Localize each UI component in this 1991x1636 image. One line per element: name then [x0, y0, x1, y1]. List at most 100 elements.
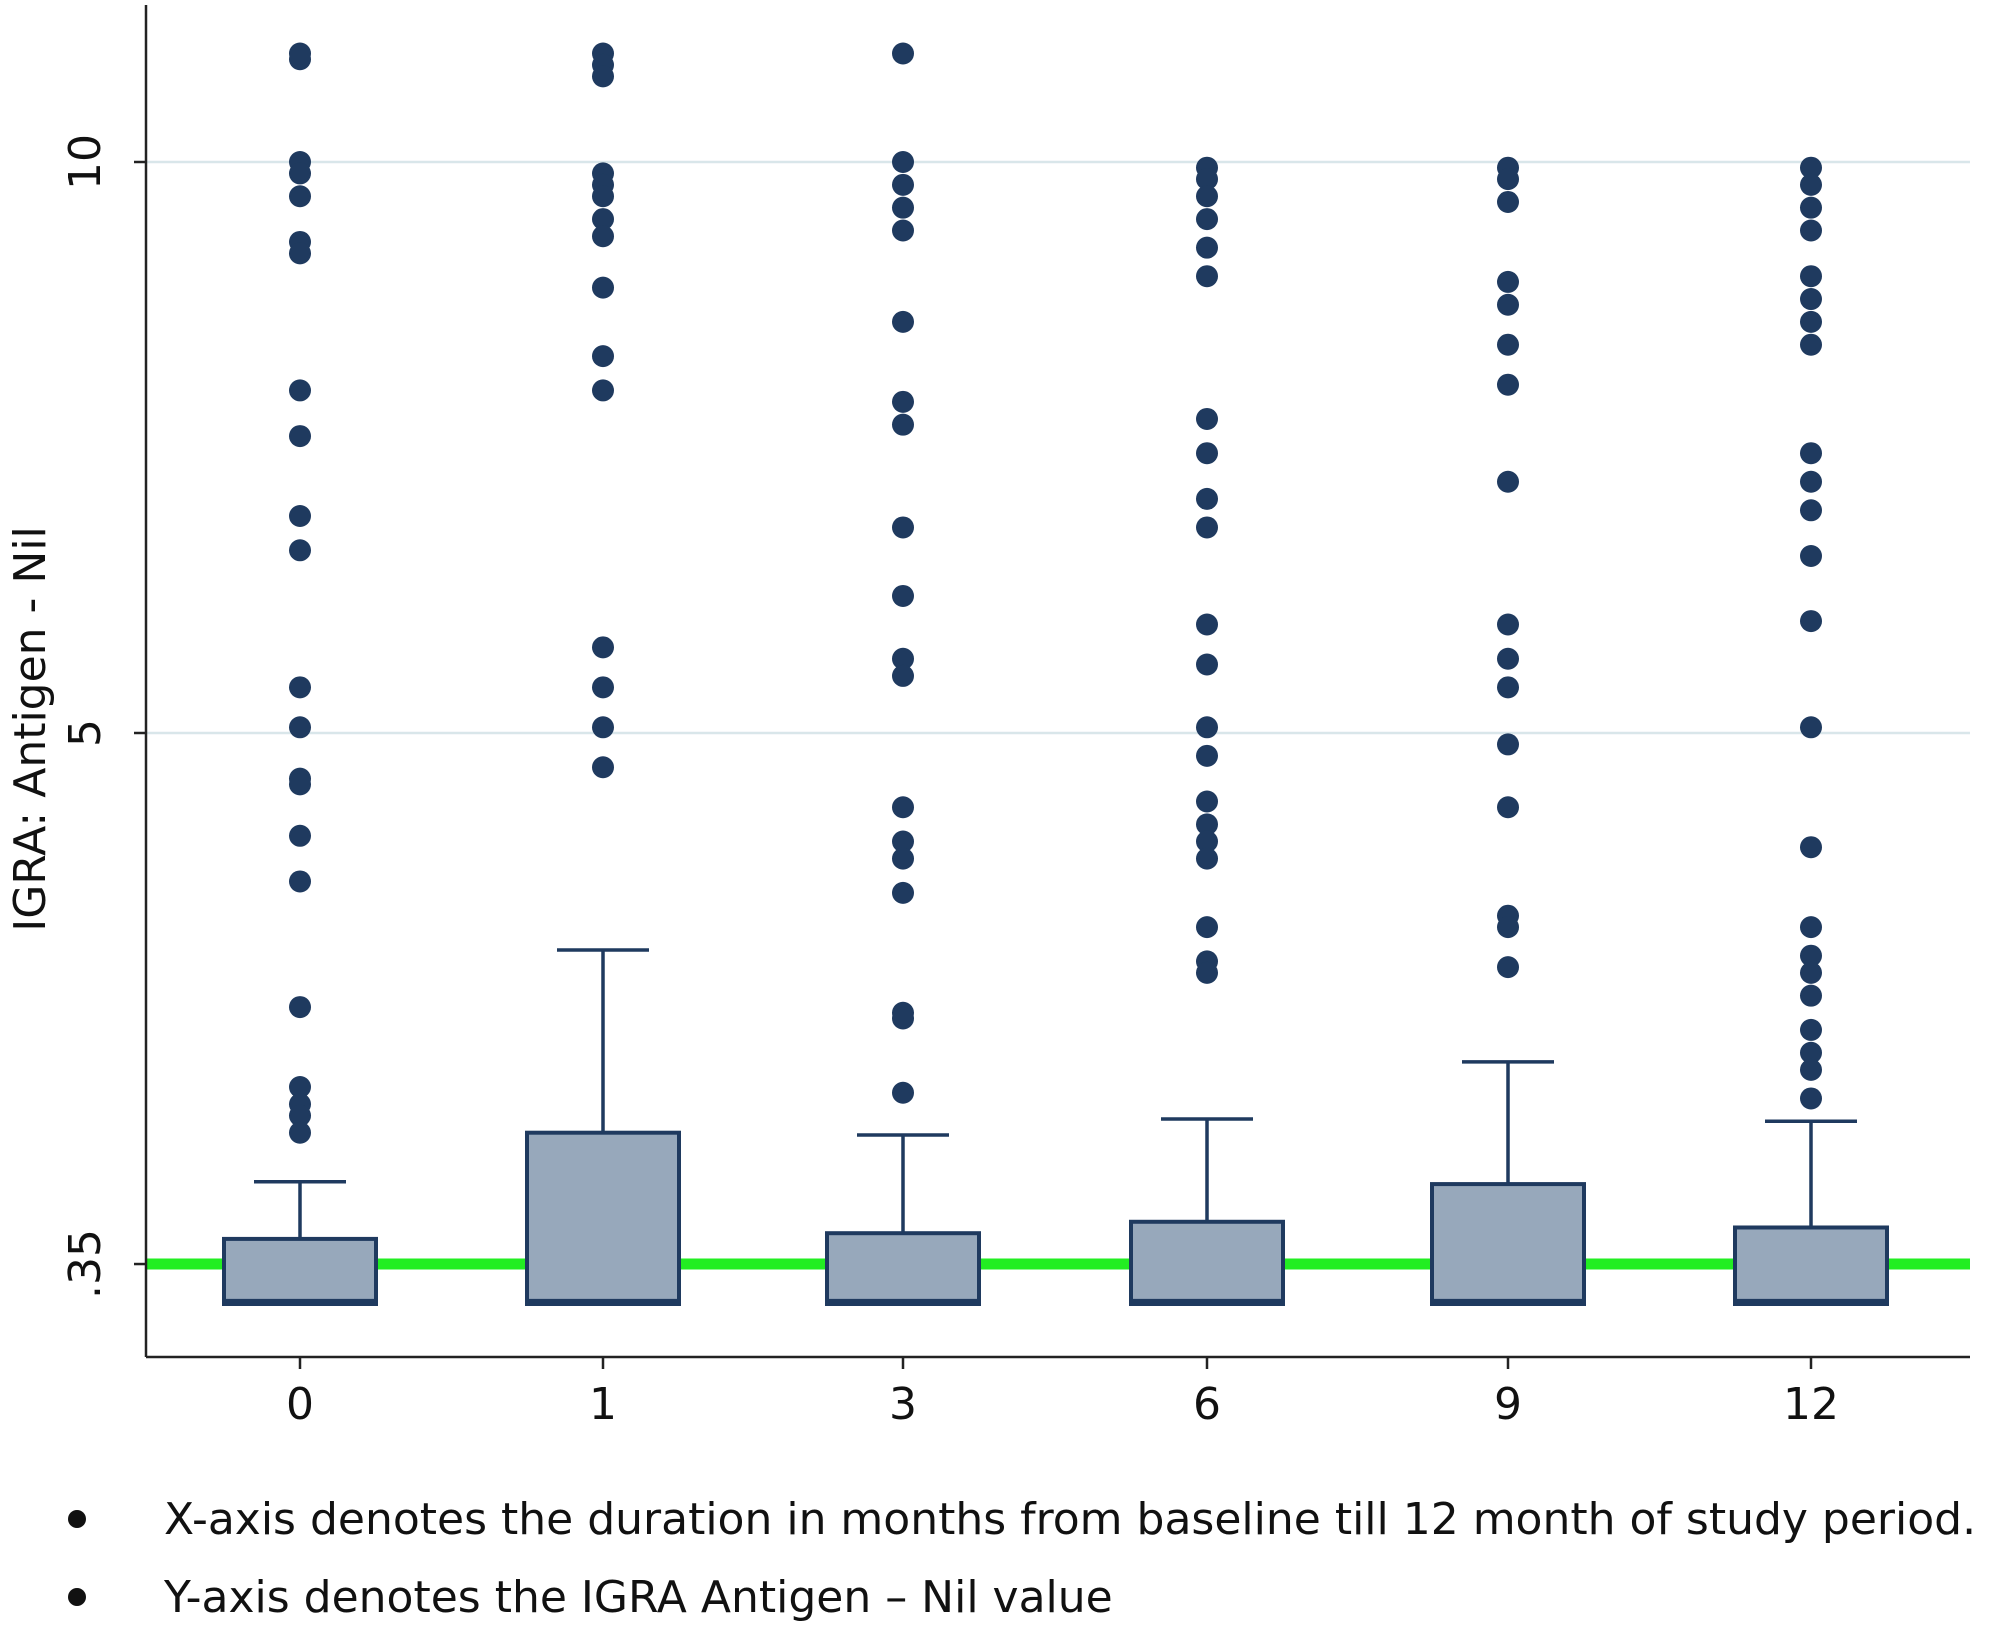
- outlier-point: [892, 196, 914, 219]
- outlier-point: [592, 636, 614, 659]
- box-iqr: [1129, 1219, 1285, 1306]
- outlier-point: [1196, 961, 1218, 984]
- outlier-point: [1800, 265, 1822, 288]
- x-tick-label: 6: [1193, 1379, 1221, 1430]
- outlier-point: [289, 539, 311, 562]
- outlier-point: [289, 773, 311, 796]
- outlier-point: [289, 42, 311, 65]
- outlier-point: [1800, 836, 1822, 859]
- outlier-point: [289, 242, 311, 265]
- outlier-point: [289, 1121, 311, 1144]
- outlier-point: [1800, 544, 1822, 567]
- outlier-point: [289, 379, 311, 402]
- outlier-point: [892, 310, 914, 333]
- outlier-point: [1196, 813, 1218, 836]
- footnote-text-x-axis: X-axis denotes the duration in months fr…: [164, 1493, 1977, 1545]
- outlier-point: [592, 379, 614, 402]
- outlier-point: [892, 413, 914, 436]
- footnote-item: Y-axis denotes the IGRA Antigen – Nil va…: [68, 1558, 1978, 1636]
- outlier-point: [289, 1104, 311, 1127]
- outlier-point: [1800, 196, 1822, 219]
- outlier-point: [592, 756, 614, 779]
- outlier-point: [289, 996, 311, 1019]
- outlier-point: [1196, 613, 1218, 636]
- outlier-point: [1196, 744, 1218, 767]
- outlier-point: [1196, 830, 1218, 853]
- outlier-point: [1800, 156, 1822, 179]
- outlier-point: [289, 185, 311, 208]
- x-tick-label: 12: [1783, 1379, 1839, 1430]
- outlier-point: [1800, 1087, 1822, 1110]
- outlier-point: [892, 390, 914, 413]
- outlier-point: [892, 516, 914, 539]
- outlier-point: [1497, 373, 1519, 396]
- outlier-point: [1196, 185, 1218, 208]
- outlier-point: [1196, 653, 1218, 676]
- outlier-point: [1497, 333, 1519, 356]
- outlier-point: [289, 425, 311, 448]
- box-iqr: [1733, 1225, 1889, 1306]
- axes: [144, 5, 1970, 1359]
- outlier-point: [289, 824, 311, 847]
- outlier-point: [1196, 265, 1218, 288]
- footnote-text-y-axis: Y-axis denotes the IGRA Antigen – Nil va…: [164, 1571, 1113, 1623]
- outlier-point: [289, 162, 311, 185]
- y-tick-label: 5: [60, 719, 111, 747]
- x-tick-label: 9: [1494, 1379, 1522, 1430]
- outlier-point: [592, 65, 614, 88]
- outlier-point: [1196, 487, 1218, 510]
- outlier-point: [1497, 796, 1519, 819]
- chart-area: .35 5 10 0 1 3 6 9 12 IGRA: Antigen - Nil: [5, 5, 1970, 1430]
- outlier-point: [1497, 676, 1519, 699]
- y-tick-label: .35: [60, 1229, 111, 1299]
- outlier-point: [1497, 613, 1519, 636]
- footnotes: X-axis denotes the duration in months fr…: [68, 1480, 1978, 1636]
- outlier-point: [1196, 208, 1218, 231]
- outlier-point: [892, 584, 914, 607]
- outlier-point: [289, 505, 311, 528]
- box-plot-chart: .35 5 10 0 1 3 6 9 12 IGRA: Antigen - Nil: [5, 5, 1970, 1430]
- outlier-point: [592, 225, 614, 248]
- outlier-point: [592, 716, 614, 739]
- bullet-icon: [68, 1510, 86, 1528]
- outlier-point: [1196, 516, 1218, 539]
- outlier-point: [1800, 219, 1822, 242]
- x-tick-label: 3: [889, 1379, 917, 1430]
- outlier-point: [1800, 499, 1822, 522]
- outlier-point: [1800, 916, 1822, 939]
- outlier-point: [1800, 984, 1822, 1007]
- bullet-icon: [68, 1588, 86, 1606]
- outlier-point: [1196, 236, 1218, 259]
- outlier-point: [592, 345, 614, 368]
- y-ticks: .35 5 10: [60, 134, 146, 1299]
- outlier-point: [892, 647, 914, 670]
- box-iqr: [525, 1130, 681, 1306]
- outlier-point: [1497, 647, 1519, 670]
- outlier-point: [1800, 333, 1822, 356]
- outlier-point: [1497, 733, 1519, 756]
- boxes-layer: [222, 948, 1889, 1307]
- outlier-point: [1196, 442, 1218, 465]
- outlier-point: [1497, 470, 1519, 493]
- outlier-point: [892, 830, 914, 853]
- outlier-point: [892, 881, 914, 904]
- outlier-point: [892, 1007, 914, 1030]
- outlier-point: [892, 219, 914, 242]
- outliers-layer: [289, 42, 1822, 1144]
- x-tick-label: 1: [589, 1379, 617, 1430]
- outlier-point: [289, 870, 311, 893]
- outlier-point: [892, 173, 914, 196]
- outlier-point: [1497, 270, 1519, 293]
- outlier-point: [1196, 716, 1218, 739]
- box-iqr: [1430, 1182, 1586, 1306]
- outlier-point: [1196, 168, 1218, 191]
- outlier-point: [1800, 1041, 1822, 1064]
- outlier-point: [1196, 916, 1218, 939]
- outlier-point: [1497, 168, 1519, 191]
- outlier-point: [1497, 293, 1519, 316]
- outlier-point: [289, 676, 311, 699]
- outlier-point: [1497, 956, 1519, 979]
- outlier-point: [892, 151, 914, 173]
- outlier-point: [1800, 716, 1822, 739]
- outlier-point: [1497, 190, 1519, 213]
